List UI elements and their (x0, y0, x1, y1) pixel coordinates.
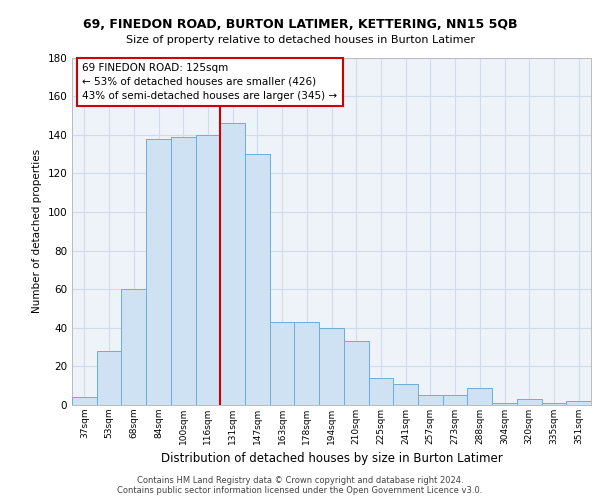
Bar (319, 328, 344, 405)
Bar (393, 384, 418, 405)
Bar (196, 134, 220, 405)
Text: 69, FINEDON ROAD, BURTON LATIMER, KETTERING, NN15 5QB: 69, FINEDON ROAD, BURTON LATIMER, KETTER… (83, 18, 517, 30)
Bar (542, 403, 566, 405)
Bar (418, 396, 443, 405)
Bar (517, 399, 542, 405)
Bar (566, 401, 591, 405)
Text: Contains HM Land Registry data © Crown copyright and database right 2024.: Contains HM Land Registry data © Crown c… (137, 476, 463, 485)
Bar (344, 342, 368, 405)
Text: Contains public sector information licensed under the Open Government Licence v3: Contains public sector information licen… (118, 486, 482, 495)
Bar (121, 289, 146, 405)
Bar (270, 322, 295, 405)
Text: 69 FINEDON ROAD: 125sqm
← 53% of detached houses are smaller (426)
43% of semi-d: 69 FINEDON ROAD: 125sqm ← 53% of detache… (82, 62, 338, 100)
Bar (97, 351, 121, 405)
Text: Size of property relative to detached houses in Burton Latimer: Size of property relative to detached ho… (125, 35, 475, 45)
Bar (295, 322, 319, 405)
Bar (220, 123, 245, 405)
X-axis label: Distribution of detached houses by size in Burton Latimer: Distribution of detached houses by size … (161, 452, 502, 466)
Bar (146, 138, 171, 405)
Bar (467, 388, 492, 405)
Bar (245, 154, 270, 405)
Y-axis label: Number of detached properties: Number of detached properties (32, 149, 42, 314)
Bar (492, 403, 517, 405)
Bar (443, 396, 467, 405)
Bar (72, 398, 97, 405)
Bar (368, 378, 393, 405)
Bar (171, 136, 196, 405)
